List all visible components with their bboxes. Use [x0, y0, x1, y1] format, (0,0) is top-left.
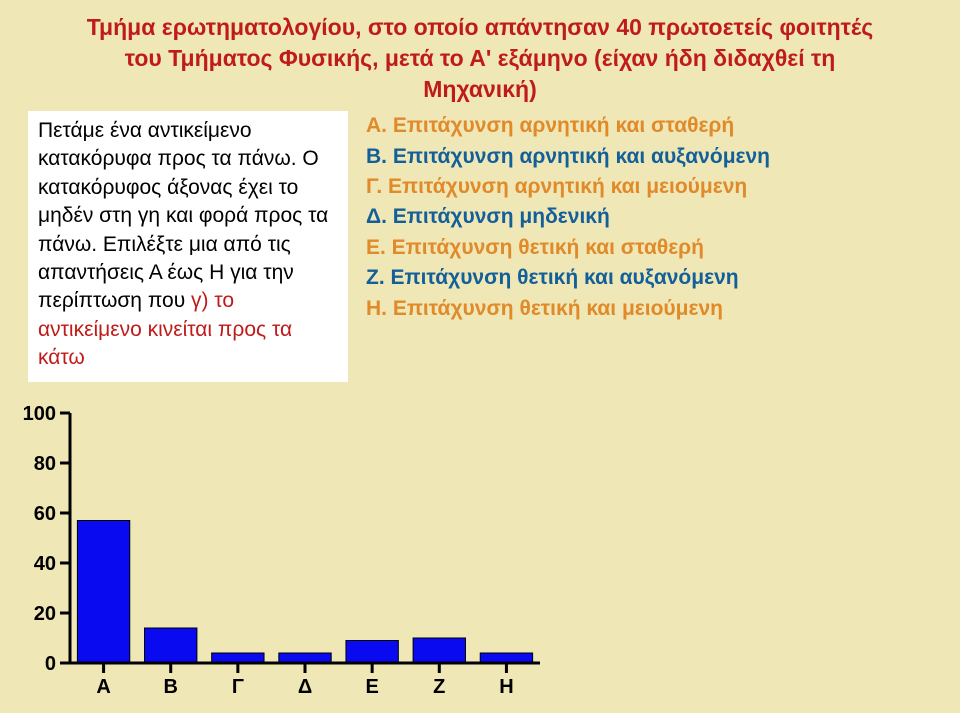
bar-chart-svg: 0 20 40 60 80 100 Α Β Γ Δ Ε Ζ Η	[0, 403, 560, 703]
svg-text:40: 40	[34, 553, 56, 575]
question-box: Πετάμε ένα αντικείμενο κατακόρυφα προς τ…	[28, 111, 348, 382]
answer-options: Α. Επιτάχυνση αρνητική και σταθερήΒ. Επι…	[366, 111, 932, 324]
answer-option: Ζ. Επιτάχυνση θετική και αυξανόμενη	[366, 263, 932, 293]
svg-text:80: 80	[34, 453, 56, 475]
answer-option: Β. Επιτάχυνση αρνητική και αυξανόμενη	[366, 142, 932, 172]
answer-option: Η. Επιτάχυνση θετική και μειούμενη	[366, 294, 932, 324]
title-block: Τμήμα ερωτηματολογίου, στο οποίο απάντησ…	[28, 12, 932, 105]
svg-text:Δ: Δ	[298, 676, 312, 698]
svg-text:Γ: Γ	[232, 676, 244, 698]
answer-option: Δ. Επιτάχυνση μηδενική	[366, 202, 932, 232]
svg-text:Ε: Ε	[365, 676, 378, 698]
svg-text:Η: Η	[499, 676, 513, 698]
answer-option: Γ. Επιτάχυνση αρνητική και μειούμενη	[366, 172, 932, 202]
title-line-1: Τμήμα ερωτηματολογίου, στο οποίο απάντησ…	[87, 14, 874, 40]
svg-text:Β: Β	[163, 676, 177, 698]
svg-text:0: 0	[45, 653, 56, 675]
right-column: Α. Επιτάχυνση αρνητική και σταθερήΒ. Επι…	[366, 111, 932, 382]
svg-text:20: 20	[34, 603, 56, 625]
svg-text:100: 100	[23, 403, 56, 425]
title-line-3: Μηχανική)	[423, 76, 536, 102]
page-root: Τμήμα ερωτηματολογίου, στο οποίο απάντησ…	[0, 0, 960, 713]
bar-chart: 0 20 40 60 80 100 Α Β Γ Δ Ε Ζ Η	[0, 403, 560, 703]
answer-option: Ε. Επιτάχυνση θετική και σταθερή	[366, 233, 932, 263]
answer-option: Α. Επιτάχυνση αρνητική και σταθερή	[366, 111, 932, 141]
question-text-part: Πετάμε ένα αντικείμενο κατακόρυφα προς τ…	[38, 119, 328, 312]
svg-text:Ζ: Ζ	[433, 676, 445, 698]
title-line-2: του Τμήματος Φυσικής, μετά το Α' εξάμηνο…	[125, 45, 836, 71]
question-text: Πετάμε ένα αντικείμενο κατακόρυφα προς τ…	[38, 119, 328, 369]
svg-text:Α: Α	[96, 676, 110, 698]
content-columns: Πετάμε ένα αντικείμενο κατακόρυφα προς τ…	[28, 111, 932, 382]
svg-text:60: 60	[34, 503, 56, 525]
